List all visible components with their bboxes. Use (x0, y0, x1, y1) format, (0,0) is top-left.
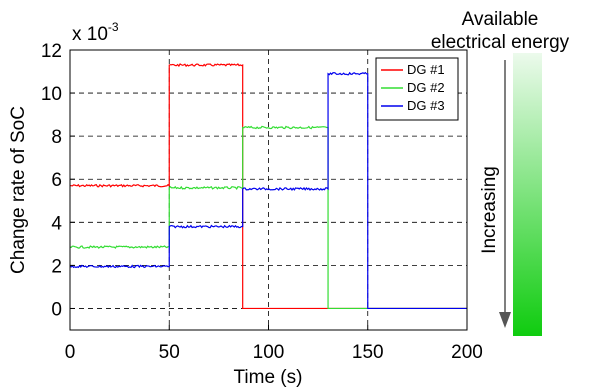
chart: 0 50 100 150 200 0 2 4 6 8 10 12 x 10-3 Time (s) C… (8, 20, 483, 388)
indicator-title-line1: Available (462, 9, 539, 30)
y-tick-label: 6 (51, 170, 62, 191)
y-tick-label: 12 (41, 41, 62, 62)
legend: DG #1 DG #2 DG #3 (375, 57, 459, 121)
y-scale-factor: x 10-3 (72, 20, 119, 45)
y-scale-exponent: -3 (108, 20, 119, 34)
legend-label-dg3: DG #3 (407, 98, 445, 113)
y-tick-label: 10 (41, 84, 62, 105)
x-tick-label: 0 (65, 342, 76, 363)
legend-box (375, 57, 459, 121)
legend-label-dg2: DG #2 (407, 80, 445, 95)
energy-indicator: Available electrical energy Increasing (431, 9, 570, 336)
legend-label-dg1: DG #1 (407, 62, 445, 77)
x-ticks: 0 50 100 150 200 (65, 325, 483, 363)
x-tick-label: 100 (253, 342, 285, 363)
series-line-dg3 (70, 71, 467, 310)
x-tick-label: 50 (159, 342, 180, 363)
y-tick-label: 0 (51, 299, 62, 320)
x-tick-label: 150 (352, 342, 384, 363)
y-tick-label: 4 (51, 213, 62, 234)
indicator-title-line2: electrical energy (431, 32, 570, 53)
series-layer (70, 63, 467, 310)
energy-gradient-bar (513, 53, 542, 336)
x-tick-label: 200 (451, 342, 483, 363)
x-axis-label: Time (s) (234, 367, 303, 388)
y-tick-label: 2 (51, 256, 62, 277)
increasing-arrow-head (499, 312, 511, 328)
increasing-label: Increasing (479, 166, 500, 254)
y-ticks: 0 2 4 6 8 10 12 (41, 41, 75, 320)
y-axis-label: Change rate of SoC (8, 106, 29, 274)
y-tick-label: 8 (51, 127, 62, 148)
